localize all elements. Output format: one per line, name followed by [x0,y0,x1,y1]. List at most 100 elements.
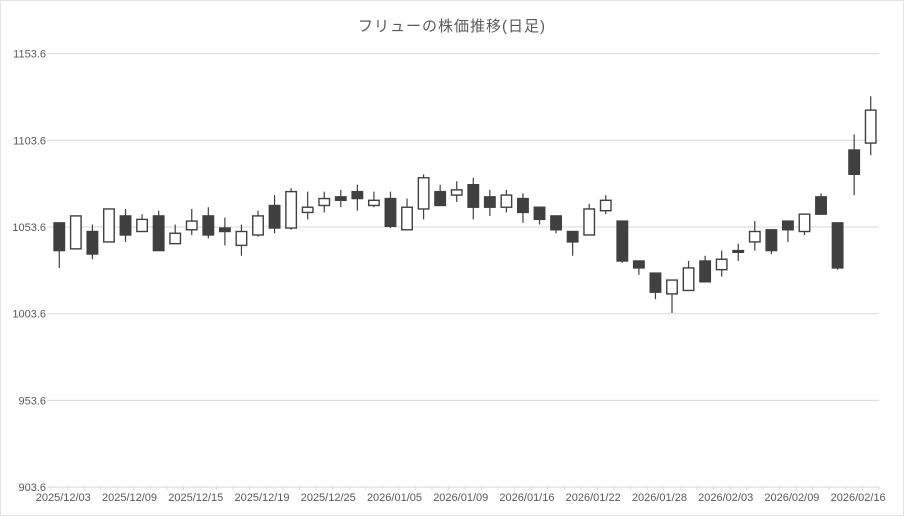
candle-body [699,260,712,283]
candle-body [566,230,579,243]
candle-body [152,215,165,252]
candle-up [583,203,596,236]
candle-body [715,258,728,271]
candle-down [467,177,480,220]
candle-body [599,199,612,212]
y-tick-label: 1103.6 [13,135,46,147]
candle-body [417,177,430,210]
candle-body [616,220,629,262]
candle-body [781,220,794,231]
candle-body [69,215,82,250]
candle-up [169,224,182,245]
candle-body [367,199,380,207]
candle-up [401,198,413,231]
candle-down [649,272,662,300]
candle-up [136,214,149,233]
candle-body [450,189,463,196]
candle-down [202,207,215,239]
candle-up [69,215,82,250]
candle-body [202,215,215,236]
x-axis-labels: 2025/12/03 2025/12/09 2025/12/15 2025/12/19… [36,492,886,504]
candle-body [517,197,529,214]
gridlines [47,53,879,488]
candle-up [682,260,695,292]
candle-body [86,230,99,255]
candle-up [417,174,430,220]
x-tick-label: 2026/02/16 [831,492,886,504]
candle-up [252,210,264,237]
candles [53,96,877,314]
x-tick-label: 2025/12/19 [234,492,289,504]
candle-down [616,220,629,263]
candle-up [715,250,728,277]
candle-body [252,215,264,236]
candle-up [599,195,612,215]
candle-body [136,218,149,233]
x-tick-label: 2026/01/28 [632,492,687,504]
candle-down [86,224,99,260]
candle-body [103,208,115,243]
candle-body [483,196,496,208]
candle-up [301,191,314,220]
candle-body [632,260,645,269]
x-tick-label: 2025/12/25 [301,492,356,504]
x-tick-label: 2026/02/03 [698,492,753,504]
candle-body [831,222,844,269]
candle-up [666,279,678,314]
candle-body [533,206,546,221]
x-tick-label: 2025/12/03 [36,492,91,504]
x-tick-label: 2025/12/15 [168,492,223,504]
candle-body [301,206,314,214]
candle-down [765,229,778,255]
candle-body [169,232,182,245]
x-tick-label: 2026/01/09 [433,492,488,504]
candle-down [831,222,844,270]
candle-body [53,222,66,252]
y-tick-label: 1153.6 [13,49,46,61]
candle-body [119,215,132,236]
candle-body [185,220,198,231]
candle-body [815,196,827,215]
candle-down [699,255,712,283]
candle-down [351,184,364,211]
x-tick-label: 2026/01/22 [566,492,621,504]
candle-down [566,230,579,256]
candle-body [765,229,778,252]
candle-body [334,196,347,201]
candle-down [268,195,281,234]
candle-down [53,222,66,268]
candle-body [467,183,480,208]
candle-body [550,215,563,231]
candle-down [732,243,745,261]
x-tick-label: 2026/01/05 [367,492,422,504]
candle-body [732,249,745,254]
candle-body [748,230,761,243]
candle-down [119,208,132,242]
candle-down [434,184,447,207]
candle-down [517,193,529,223]
candle-down [632,260,645,275]
chart-title: フリューの株価推移(日足) [358,18,546,35]
x-tick-label: 2026/01/16 [499,492,554,504]
candle-body [268,204,281,229]
candle-down [815,193,827,215]
x-tick-label: 2025/12/09 [102,492,157,504]
candle-body [666,279,678,295]
x-axis-ticks [50,487,880,491]
candle-down [152,210,165,252]
candle-up [864,96,877,156]
candle-down [218,217,231,246]
candle-down [334,189,347,208]
candle-body [351,190,364,200]
candle-body [401,206,413,231]
y-axis-labels: 903.6 953.6 1003.6 1053.6 1103.6 1153.6 [12,49,46,495]
candle-up [748,221,761,251]
x-tick-label: 2026/02/09 [764,492,819,504]
candle-down [483,189,496,216]
y-tick-label: 1053.6 [12,222,46,234]
candle-up [450,181,463,203]
candle-down [781,220,794,242]
candle-body [318,197,331,207]
